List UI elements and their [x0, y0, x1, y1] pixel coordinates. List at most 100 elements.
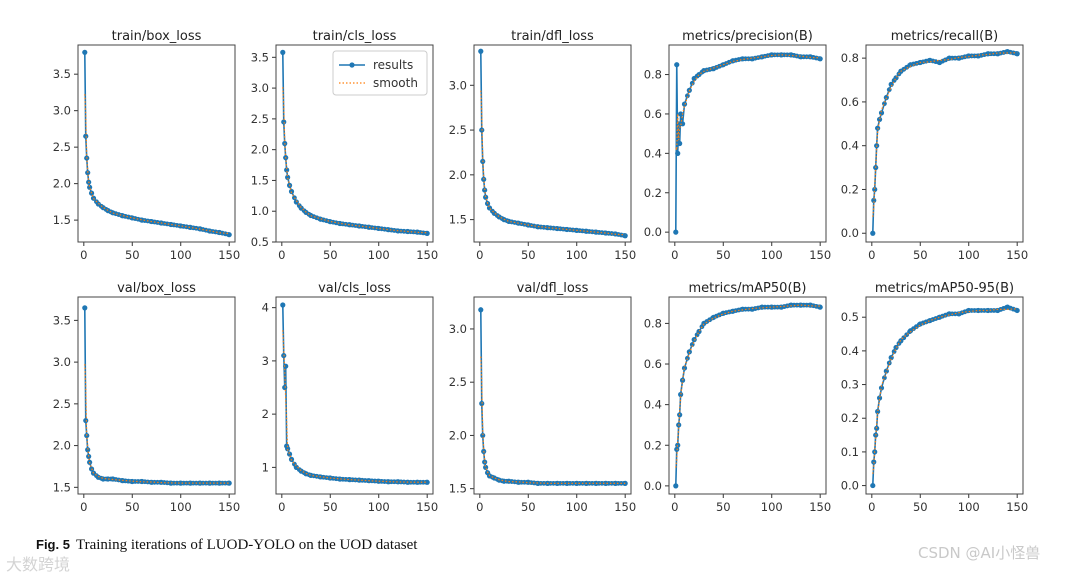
axes-frame: [473, 296, 632, 495]
axes-frame: [668, 44, 827, 243]
results-point: [945, 56, 951, 61]
subplot: train/box_loss 1.5 2.0 2.5 3.0 3.5 0 50 100 150: [53, 29, 240, 262]
y-tick-label: 0.6: [644, 107, 662, 121]
results-point: [301, 470, 307, 476]
results-point: [355, 223, 361, 229]
smooth-line: [480, 90, 626, 236]
results-point: [128, 478, 134, 484]
results-line: [83, 307, 230, 484]
y-tick-label: 3.5: [251, 50, 269, 64]
axes-frame: [865, 296, 1024, 495]
results-point: [778, 52, 783, 58]
y-tick-label: 3: [262, 354, 269, 368]
results-point: [157, 220, 163, 226]
results-point: [414, 229, 419, 235]
results-point: [375, 225, 381, 231]
x-tick-label: 50: [716, 248, 731, 262]
y-tick-label: 0.3: [841, 378, 859, 392]
y-tick-label: 2.5: [449, 375, 467, 389]
results-point: [83, 417, 89, 424]
x-tick-label: 0: [868, 500, 875, 514]
y-tick-label: 1.5: [53, 480, 71, 494]
results-point: [719, 62, 725, 68]
x-tick-label: 150: [1006, 500, 1028, 514]
results-point: [583, 228, 588, 234]
subplot: val/cls_loss 1 2 3 4 0 50 100 150: [262, 281, 438, 514]
x-tick-label: 150: [416, 248, 438, 262]
watermark-csdn: CSDN @AI小怪兽: [918, 544, 1041, 562]
subplot: train/dfl_loss 1.5 2.0 2.5 3.0 0 50 100 150: [449, 29, 636, 262]
results-point: [90, 195, 97, 201]
y-tick-label: 3.0: [53, 355, 71, 369]
x-tick-label: 0: [868, 248, 875, 262]
results-point: [225, 232, 231, 237]
x-tick-label: 50: [913, 500, 928, 514]
results-point: [871, 197, 877, 204]
y-tick-label: 2.5: [449, 123, 467, 137]
results-point: [119, 213, 125, 218]
results-point: [293, 199, 299, 205]
results-point: [286, 451, 293, 457]
subplot: metrics/recall(B) 0.0 0.2 0.4 0.6 0.8 0 50 100 15…: [841, 29, 1028, 262]
results-point: [108, 476, 114, 482]
x-tick-label: 100: [170, 500, 192, 514]
results-point: [326, 475, 332, 481]
x-tick-label: 0: [671, 248, 678, 262]
legend-results-marker: [349, 62, 355, 68]
smooth-line: [675, 54, 821, 153]
subplot-title: train/box_loss: [112, 29, 202, 44]
y-tick-label: 0.5: [841, 310, 859, 324]
results-point: [876, 116, 883, 123]
results-point: [365, 224, 371, 230]
y-tick-label: 3.0: [53, 104, 71, 118]
results-point: [504, 218, 510, 224]
y-tick-label: 1.5: [251, 173, 269, 187]
y-tick-label: 0.4: [841, 344, 859, 358]
y-tick-label: 3.0: [449, 78, 467, 92]
x-tick-label: 100: [761, 248, 783, 262]
x-tick-label: 150: [809, 248, 831, 262]
subplot-title: metrics/mAP50(B): [688, 281, 806, 296]
results-point: [878, 385, 885, 391]
caption-text: Training iterations of LUOD-YOLO on the …: [75, 537, 418, 553]
y-tick-label: 0.1: [841, 445, 859, 459]
smooth-line: [84, 364, 230, 484]
results-point: [480, 432, 486, 439]
x-tick-label: 0: [80, 248, 87, 262]
y-tick-label: 2.0: [449, 428, 467, 442]
results-point: [281, 119, 287, 125]
results-point: [98, 475, 104, 481]
axes-frame: [77, 296, 236, 495]
results-point: [544, 225, 550, 230]
y-tick-label: 1.5: [449, 213, 467, 227]
results-point: [612, 231, 617, 237]
results-point: [739, 306, 745, 312]
x-tick-label: 100: [761, 500, 783, 514]
subplot: val/box_loss 1.5 2.0 2.5 3.0 3.5 0 50 100 150: [53, 281, 240, 514]
y-tick-label: 0.0: [644, 479, 662, 493]
results-point: [787, 302, 793, 308]
results-point: [284, 167, 290, 173]
results-point: [681, 101, 688, 107]
y-tick-label: 2.0: [449, 168, 467, 182]
subplot: metrics/precision(B) 0.0 0.2 0.4 0.6 0.8 0 50 10…: [644, 29, 831, 262]
y-tick-label: 1: [262, 460, 269, 474]
x-tick-label: 150: [218, 500, 240, 514]
y-tick-label: 2.5: [53, 397, 71, 411]
y-tick-label: 0.8: [644, 316, 662, 330]
subplot-title: val/cls_loss: [318, 281, 391, 296]
results-line: [674, 54, 821, 233]
x-tick-label: 150: [218, 248, 240, 262]
subplot-title: val/box_loss: [117, 281, 196, 296]
subplot-title: metrics/recall(B): [891, 29, 998, 44]
y-tick-label: 0.0: [841, 226, 859, 240]
y-tick-label: 1.5: [449, 482, 467, 496]
x-tick-label: 0: [671, 500, 678, 514]
results-point: [385, 479, 390, 485]
results-point: [365, 478, 371, 484]
results-point: [177, 223, 183, 229]
y-tick-label: 4: [262, 301, 269, 315]
y-tick-label: 0.2: [841, 182, 859, 196]
results-point: [283, 363, 289, 369]
